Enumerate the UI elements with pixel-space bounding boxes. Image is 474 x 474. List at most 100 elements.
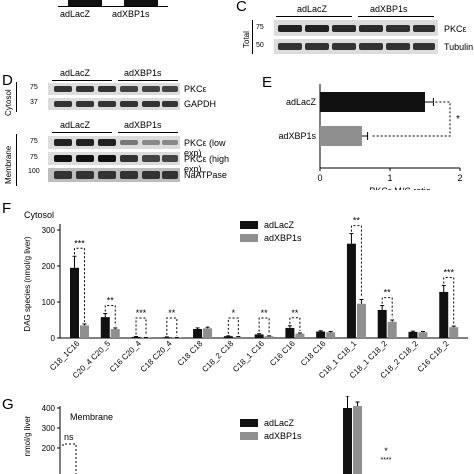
f-sig-label: ***	[74, 238, 85, 248]
g-ns-label: ns	[64, 432, 74, 442]
panel-d-band-low: PKCε (low exp)	[184, 138, 226, 158]
f-category-label: C18_2 C18	[200, 339, 235, 374]
panel-c-mw-50: 50	[256, 42, 264, 49]
e-x-tick-label: 1	[387, 173, 392, 183]
f-y-tick-label: 100	[42, 298, 56, 307]
f-category-label: C18_1 C16	[231, 339, 266, 374]
f-bar	[70, 267, 79, 338]
group-line-lacz	[276, 16, 352, 17]
f-bar	[233, 336, 243, 338]
f-category-label: C16 C16	[268, 339, 297, 368]
panel-d-membrane-label: Membrane	[4, 145, 13, 184]
f-bar	[203, 328, 213, 338]
f-bar	[131, 336, 141, 338]
f-legend-swatch	[240, 221, 258, 229]
f-sig-label: **	[291, 308, 299, 318]
panel-c-group-xbp1s: adXBP1s	[370, 4, 408, 14]
panel-d-blot-gapdh	[48, 98, 180, 110]
f-category-label: C16 C18_2	[416, 339, 451, 374]
f-y-tick-label: 200	[42, 262, 56, 271]
g-y-axis-label: nmol/g liver	[23, 415, 32, 456]
g-y-tick-label: 300	[42, 424, 56, 433]
f-category-label: C18 C16	[299, 339, 328, 368]
f-bar	[418, 332, 428, 338]
panel-f-chart: Cytosol 0 100 200 300 DAG species (nmol/g liv…	[23, 210, 468, 380]
f-sig-bracket	[74, 247, 85, 322]
panel-d-band-high: PKCε (high exp)	[184, 154, 230, 174]
top-fragment: adLacZ adXBP1s	[58, 0, 208, 24]
panel-d-group-xbp1s: adXBP1s	[124, 68, 162, 78]
panel-d-mem-group-xbp1s: adXBP1s	[124, 120, 162, 130]
axis-line	[58, 6, 168, 7]
f-legend-swatch	[240, 234, 258, 242]
panel-c-group-lacz: adLacZ	[297, 4, 328, 14]
f-sig-label: **	[168, 308, 176, 318]
panel-d-blot-naatpase	[48, 168, 180, 182]
e-bar	[320, 92, 425, 112]
e-category-label: adLacZ	[286, 97, 317, 107]
f-category-label: C18 C20_4	[139, 339, 174, 374]
f-bar	[295, 333, 305, 338]
group-line-xbp1s	[358, 16, 434, 17]
f-bar	[316, 331, 326, 338]
panel-e-chart: 0 1 2 adLacZ adXBP1s * PKCε M/C ratio	[278, 84, 463, 190]
f-bar	[408, 331, 418, 338]
g-legend-label: adXBP1s	[264, 431, 302, 441]
g-y-tick-label: 200	[42, 444, 56, 453]
panel-g-chart: Membrane 200 300 400 nmol/g liver ns ***** adLa…	[23, 396, 392, 474]
f-bar	[264, 336, 274, 338]
d-mem-line-xbp1s	[118, 132, 178, 133]
f-bar	[193, 329, 203, 338]
d-group-line-xbp1s	[118, 80, 178, 81]
bar-stub-black	[68, 0, 102, 6]
panel-d-mem-mw-75b: 75	[30, 154, 38, 161]
f-bar	[387, 321, 397, 338]
d-group-line-lacz	[52, 80, 112, 81]
cytosol-bracket	[16, 82, 17, 112]
g-star-label-2: ****	[381, 457, 392, 464]
f-bar	[254, 334, 264, 338]
f-y-tick-label: 300	[42, 226, 56, 235]
panel-g-letter: G	[2, 396, 14, 413]
panel-d-mem-mw-75a: 75	[30, 138, 38, 145]
panel-c-blot-tubulin	[274, 39, 438, 54]
f-legend-label: adLacZ	[264, 220, 295, 230]
e-x-tick-label: 2	[457, 173, 462, 183]
f-y-axis-label: DAG species (nmol/g liver)	[23, 236, 32, 331]
f-category-label: C16 C20_4	[108, 339, 143, 374]
panel-f-letter: F	[2, 200, 12, 217]
e-category-label: adXBP1s	[278, 131, 316, 141]
f-sig-label: **	[353, 216, 361, 226]
panel-d-group-lacz: adLacZ	[60, 68, 91, 78]
f-category-label: C18 C18	[176, 339, 205, 368]
f-sig-bracket	[135, 317, 147, 336]
f-sig-bracket	[166, 317, 178, 336]
panel-c-band-tubulin: Tubulin	[444, 42, 474, 52]
panel-d-band-pkce: PKCε	[184, 84, 207, 94]
f-bar	[356, 303, 366, 338]
panel-d-mw-75: 75	[30, 84, 38, 91]
f-bar	[80, 325, 89, 338]
g-star-label: *	[384, 446, 388, 456]
f-sig-bracket	[227, 317, 239, 335]
panel-e-letter: E	[262, 74, 273, 91]
f-sig-label: ***	[136, 308, 147, 318]
panel-c: adLacZ adXBP1s Total 75 50 PKCε Tubulin	[240, 0, 474, 60]
f-sig-label: ***	[443, 267, 454, 277]
f-legend-label: adXBP1s	[264, 233, 302, 243]
f-bar	[162, 337, 172, 338]
top-label-lacz: adLacZ	[60, 9, 91, 19]
panel-c-total-label: Total	[242, 31, 251, 48]
g-legend-swatch	[240, 432, 258, 440]
membrane-bracket	[16, 134, 17, 186]
panel-c-letter: C	[236, 0, 247, 15]
top-label-xbp1s: adXBP1s	[112, 9, 150, 19]
f-bar	[439, 291, 449, 338]
f-bar	[223, 336, 233, 338]
f-bar	[285, 327, 295, 338]
g-legend-label: adLacZ	[264, 418, 295, 428]
panel-d-mem-mw-100: 100	[28, 168, 40, 175]
e-bar	[320, 126, 362, 146]
panel-c-band-pkce: PKCε	[444, 24, 467, 34]
panel-c-mw-75: 75	[256, 24, 264, 31]
